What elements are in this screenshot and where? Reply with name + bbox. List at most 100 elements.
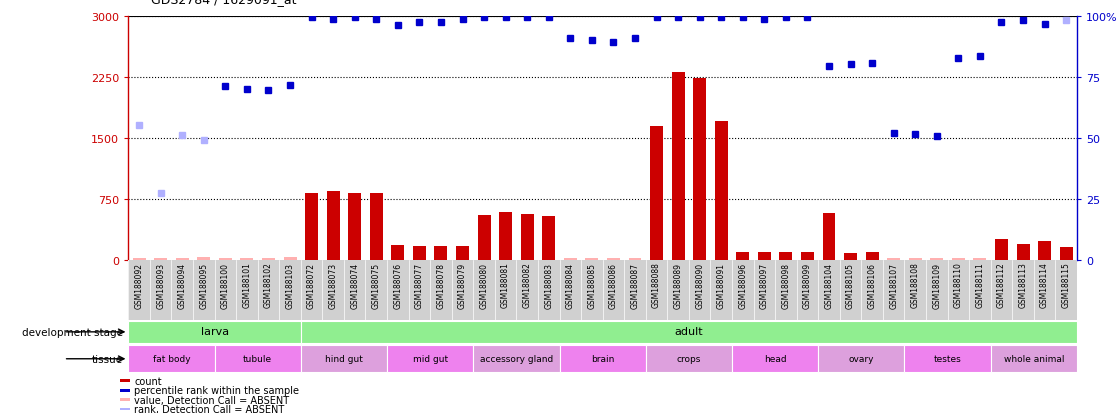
Bar <box>240 259 253 260</box>
Text: GSM188094: GSM188094 <box>177 262 186 308</box>
Bar <box>121 398 129 401</box>
Text: GSM188078: GSM188078 <box>436 262 445 308</box>
Text: GSM188105: GSM188105 <box>846 262 855 308</box>
Text: GSM188115: GSM188115 <box>1061 262 1070 308</box>
Bar <box>327 192 339 260</box>
Bar <box>801 252 814 260</box>
Bar <box>844 254 857 260</box>
Bar <box>456 247 469 260</box>
Bar <box>737 252 749 260</box>
Bar <box>607 259 619 260</box>
Text: GSM188093: GSM188093 <box>156 262 165 308</box>
Text: whole animal: whole animal <box>1003 354 1064 363</box>
Bar <box>887 259 901 260</box>
Text: larva: larva <box>201 327 229 337</box>
Bar <box>219 259 232 260</box>
Text: GSM188083: GSM188083 <box>545 262 554 308</box>
Bar <box>121 380 129 382</box>
Bar <box>952 259 965 260</box>
Bar <box>387 346 473 372</box>
Bar <box>262 259 275 260</box>
Text: GSM188101: GSM188101 <box>242 262 251 308</box>
Bar <box>908 259 922 260</box>
Bar <box>521 215 533 260</box>
Text: GDS2784 / 1629091_at: GDS2784 / 1629091_at <box>151 0 296 6</box>
Bar <box>128 321 301 343</box>
Text: GSM188082: GSM188082 <box>522 262 531 308</box>
Bar <box>732 346 818 372</box>
Text: tubule: tubule <box>243 354 272 363</box>
Bar <box>301 346 387 372</box>
Bar <box>176 259 189 260</box>
Bar <box>672 73 684 260</box>
Bar <box>559 346 646 372</box>
Text: GSM188104: GSM188104 <box>825 262 834 308</box>
Bar <box>646 346 732 372</box>
Text: GSM188096: GSM188096 <box>739 262 748 308</box>
Bar <box>904 346 991 372</box>
Text: GSM188084: GSM188084 <box>566 262 575 308</box>
Text: GSM188110: GSM188110 <box>954 262 963 308</box>
Text: tissue: tissue <box>92 354 123 364</box>
Bar <box>1038 242 1051 260</box>
Bar <box>931 259 943 260</box>
Text: crops: crops <box>676 354 701 363</box>
Text: GSM188080: GSM188080 <box>480 262 489 308</box>
Text: GSM188086: GSM188086 <box>609 262 618 308</box>
Text: hind gut: hind gut <box>325 354 363 363</box>
Text: GSM188092: GSM188092 <box>135 262 144 308</box>
Text: GSM188087: GSM188087 <box>631 262 639 308</box>
Bar <box>1060 247 1072 260</box>
Text: GSM188106: GSM188106 <box>867 262 877 308</box>
Bar <box>434 247 448 260</box>
Bar <box>542 216 556 260</box>
Bar <box>478 216 491 260</box>
Bar <box>369 194 383 260</box>
Text: GSM188113: GSM188113 <box>1019 262 1028 308</box>
Text: GSM188099: GSM188099 <box>802 262 812 308</box>
Bar <box>818 346 904 372</box>
Bar <box>154 259 167 260</box>
Bar <box>586 259 598 260</box>
Bar <box>1017 244 1029 260</box>
Text: GSM188103: GSM188103 <box>286 262 295 308</box>
Text: GSM188081: GSM188081 <box>501 262 510 308</box>
Text: GSM188085: GSM188085 <box>587 262 596 308</box>
Bar <box>133 259 145 260</box>
Bar <box>392 246 404 260</box>
Text: GSM188075: GSM188075 <box>372 262 381 308</box>
Bar <box>499 212 512 260</box>
Bar <box>305 194 318 260</box>
Bar <box>866 252 878 260</box>
Bar <box>564 259 577 260</box>
Bar <box>214 346 301 372</box>
Text: GSM188079: GSM188079 <box>458 262 466 308</box>
Bar <box>758 252 771 260</box>
Text: fat body: fat body <box>153 354 190 363</box>
Text: GSM188114: GSM188114 <box>1040 262 1049 308</box>
Text: GSM188074: GSM188074 <box>350 262 359 308</box>
Text: GSM188089: GSM188089 <box>674 262 683 308</box>
Text: GSM188111: GSM188111 <box>975 262 984 308</box>
Text: GSM188076: GSM188076 <box>393 262 403 308</box>
Text: GSM188072: GSM188072 <box>307 262 316 308</box>
Bar <box>198 258 210 260</box>
Text: GSM188077: GSM188077 <box>415 262 424 308</box>
Bar <box>991 346 1077 372</box>
Bar <box>301 321 1077 343</box>
Text: GSM188095: GSM188095 <box>200 262 209 308</box>
Bar <box>348 194 362 260</box>
Text: GSM188097: GSM188097 <box>760 262 769 308</box>
Bar <box>779 252 792 260</box>
Text: adult: adult <box>674 327 703 337</box>
Bar <box>973 259 987 260</box>
Text: testes: testes <box>934 354 962 363</box>
Text: GSM188109: GSM188109 <box>932 262 941 308</box>
Bar <box>128 346 214 372</box>
Bar <box>628 259 642 260</box>
Text: accessory gland: accessory gland <box>480 354 554 363</box>
Text: mid gut: mid gut <box>413 354 448 363</box>
Text: count: count <box>135 376 162 386</box>
Text: GSM188098: GSM188098 <box>781 262 790 308</box>
Bar <box>283 258 297 260</box>
